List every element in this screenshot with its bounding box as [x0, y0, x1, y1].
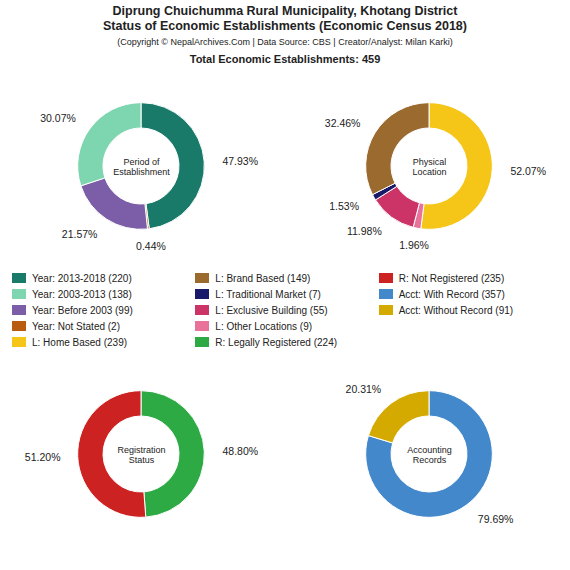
svg-text:32.46%: 32.46% [325, 117, 361, 129]
svg-text:20.31%: 20.31% [346, 383, 382, 395]
svg-text:PhysicalLocation: PhysicalLocation [412, 157, 446, 177]
svg-text:11.98%: 11.98% [347, 225, 382, 237]
html-text:Year: Before 2003 (99): Year: Before 2003 (99) [32, 304, 133, 316]
html-text:L: Traditional Market (7): L: Traditional Market (7) [215, 288, 321, 300]
svg-text:21.57%: 21.57% [62, 228, 98, 240]
html-text:Total Economic Establishments:: Total Economic Establishments: 459 [189, 53, 381, 65]
html-text:L: Home Based (239): L: Home Based (239) [32, 336, 128, 348]
svg-text:0.44%: 0.44% [136, 240, 166, 252]
svg-text:Period ofEstablishment: Period ofEstablishment [113, 157, 170, 177]
svg-text:47.93%: 47.93% [222, 155, 258, 167]
svg-text:51.20%: 51.20% [25, 451, 61, 463]
svg-text:52.07%: 52.07% [510, 165, 546, 177]
html-text:Year: 2013-2018 (220): Year: 2013-2018 (220) [32, 272, 132, 284]
html-text:Year: Not Stated (2): Year: Not Stated (2) [32, 320, 120, 332]
svg-text:AccountingRecords: AccountingRecords [407, 445, 452, 465]
svg-text:1.96%: 1.96% [399, 239, 429, 251]
html-text:L: Other Locations (9): L: Other Locations (9) [215, 320, 312, 332]
html-text:R: Not Registered (235): R: Not Registered (235) [398, 272, 505, 284]
html-text:(Copyright © NepalArchives.Com: (Copyright © NepalArchives.Com | Data So… [117, 37, 453, 47]
svg-text:30.07%: 30.07% [40, 112, 76, 124]
html-text:Year: 2003-2013 (138): Year: 2003-2013 (138) [32, 288, 132, 300]
svg-text:1.53%: 1.53% [329, 200, 359, 212]
html-text:R: Legally Registered (224): R: Legally Registered (224) [215, 336, 338, 348]
html-text:L: Brand Based (149): L: Brand Based (149) [215, 272, 311, 284]
html-text:L: Exclusive Building (55): L: Exclusive Building (55) [215, 304, 328, 316]
svg-text:79.69%: 79.69% [478, 513, 514, 525]
html-text:Acct: With Record (357): Acct: With Record (357) [398, 288, 505, 300]
svg-text:RegistrationStatus: RegistrationStatus [117, 445, 165, 465]
svg-text:48.80%: 48.80% [223, 445, 259, 457]
html-text:Diprung Chuichumma Rural Munic: Diprung Chuichumma Rural Municipality, K… [103, 4, 467, 33]
html-text:Acct: Without Record (91): Acct: Without Record (91) [398, 304, 514, 316]
